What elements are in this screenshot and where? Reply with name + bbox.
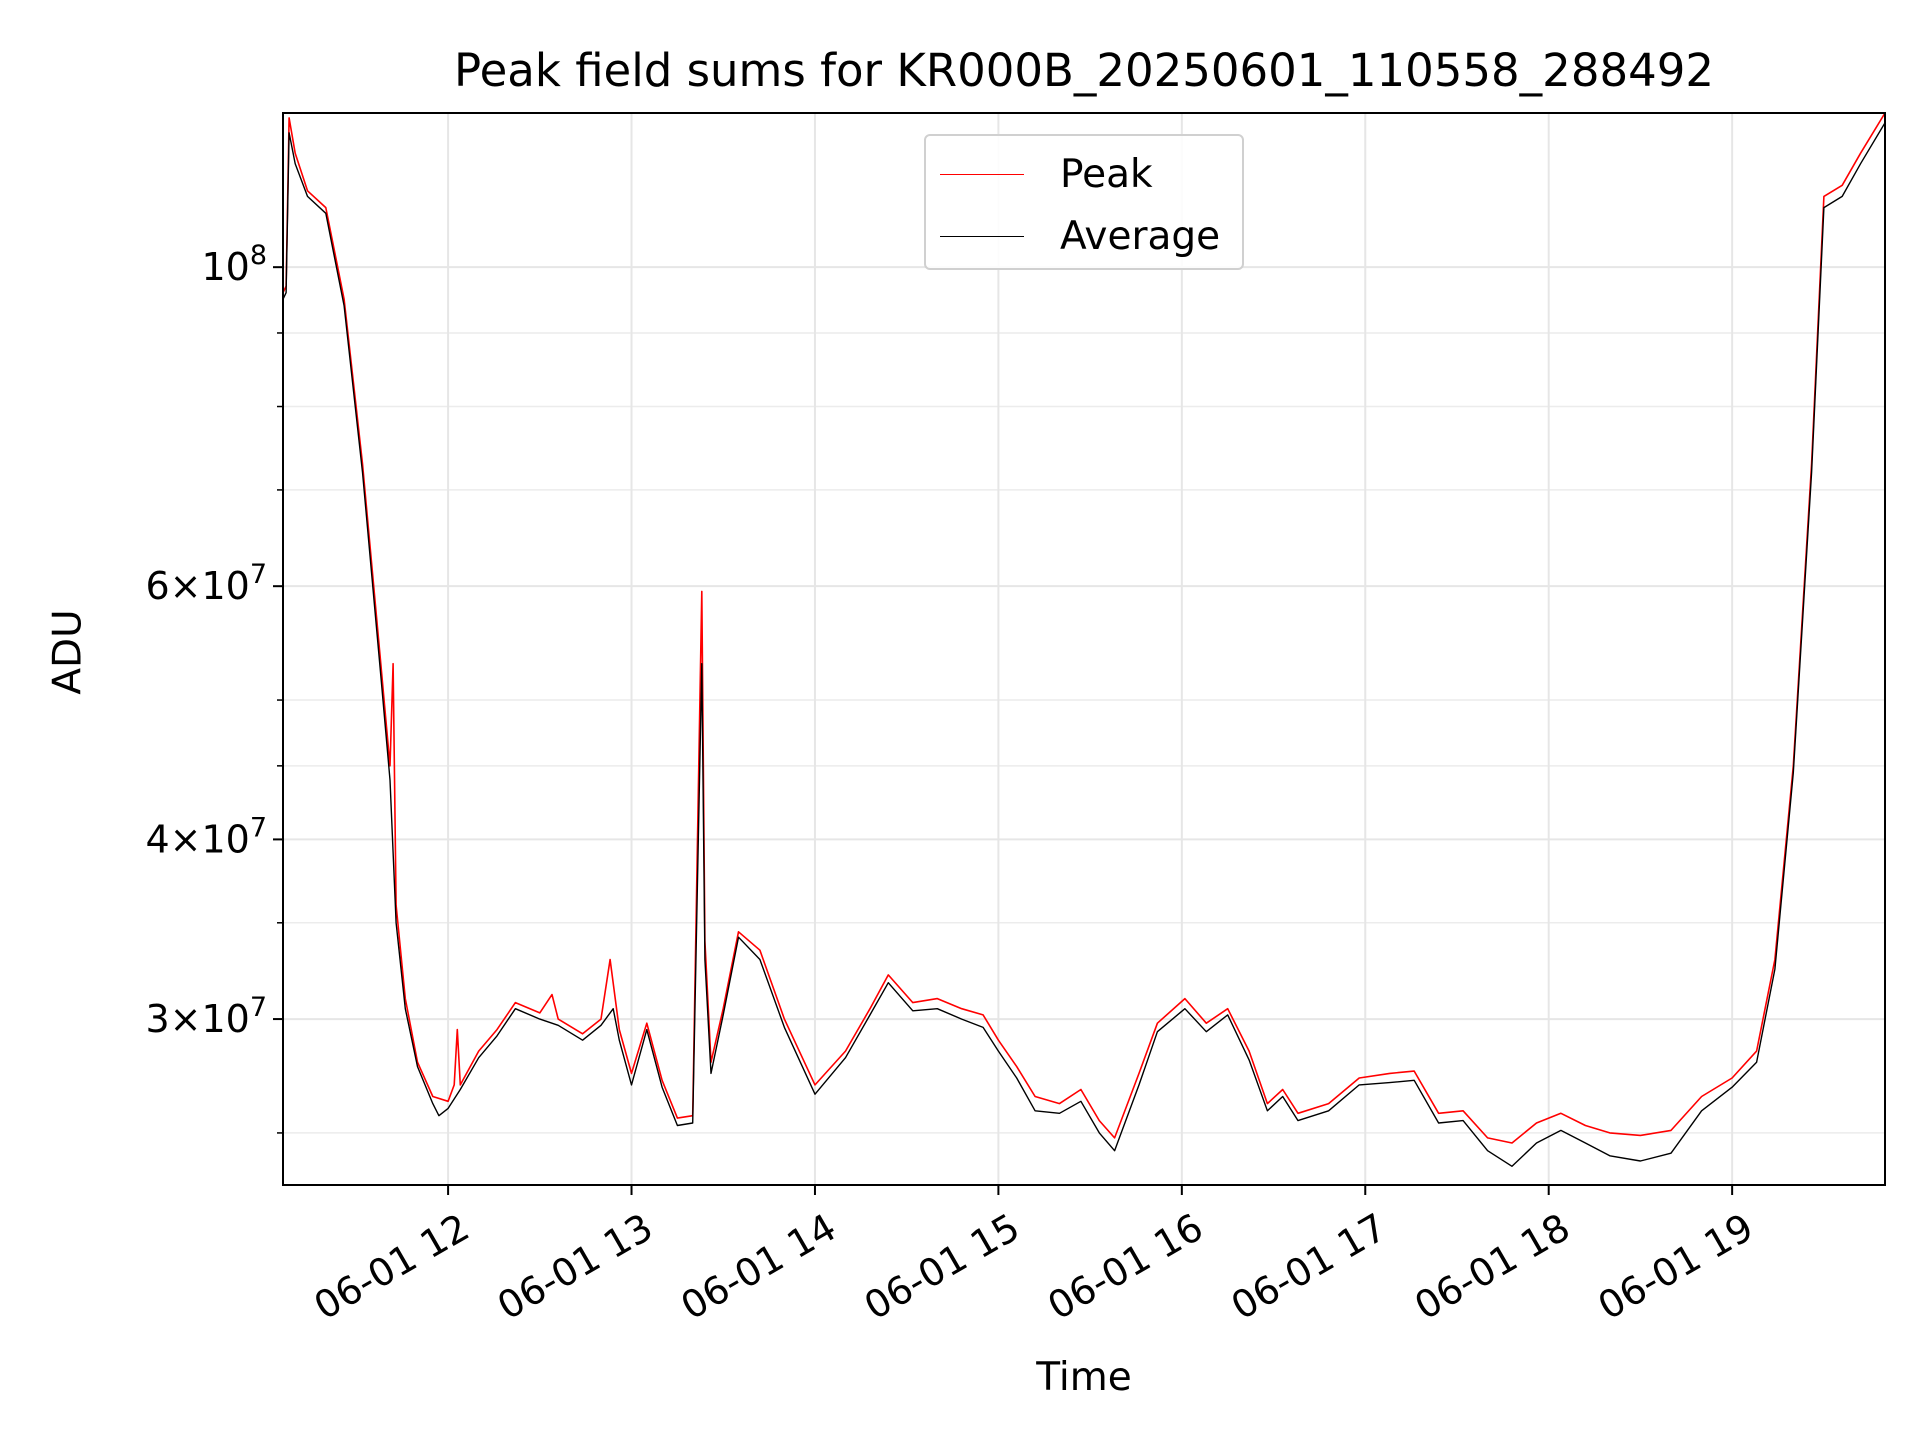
x-tick-label: 06-01 15 (857, 1205, 1027, 1329)
y-tick-label: 108 (201, 240, 267, 289)
x-tick-label: 06-01 14 (673, 1205, 843, 1329)
grid (283, 113, 1885, 1185)
x-tick-label: 06-01 12 (307, 1205, 477, 1329)
legend-label-peak: Peak (1060, 151, 1153, 197)
x-tick-label: 06-01 18 (1407, 1205, 1577, 1329)
y-axis: 3×107 4×107 6×107 108 (145, 240, 283, 1134)
y-tick-label: 4×107 (145, 812, 267, 861)
legend-item-average: Average (940, 213, 1221, 259)
y-tick-label: 3×107 (145, 992, 267, 1041)
x-tick-label: 06-01 16 (1040, 1205, 1210, 1329)
x-axis: 06-01 12 06-01 13 06-01 14 06-01 15 06-01 16… (307, 1185, 1761, 1328)
x-axis-label: Time (1036, 1355, 1132, 1400)
series-line-average (282, 122, 1886, 1167)
legend-swatch-peak (940, 173, 1024, 175)
legend-swatch-average (940, 235, 1024, 237)
legend-item-peak: Peak (940, 151, 1153, 197)
x-tick-label: 06-01 13 (490, 1205, 660, 1329)
y-axis-label: ADU (45, 609, 91, 695)
series-layer (282, 112, 1886, 1167)
x-tick-label: 06-01 19 (1591, 1205, 1761, 1329)
y-tick-label: 6×107 (145, 559, 267, 608)
chart-title: Peak field sums for KR000B_20250601_1105… (454, 44, 1714, 97)
x-tick-label: 06-01 17 (1224, 1205, 1394, 1329)
plot-frame (282, 112, 1886, 1186)
legend-label-average: Average (1060, 213, 1221, 259)
series-line-peak (282, 112, 1886, 1144)
legend: Peak Average (924, 134, 1244, 270)
